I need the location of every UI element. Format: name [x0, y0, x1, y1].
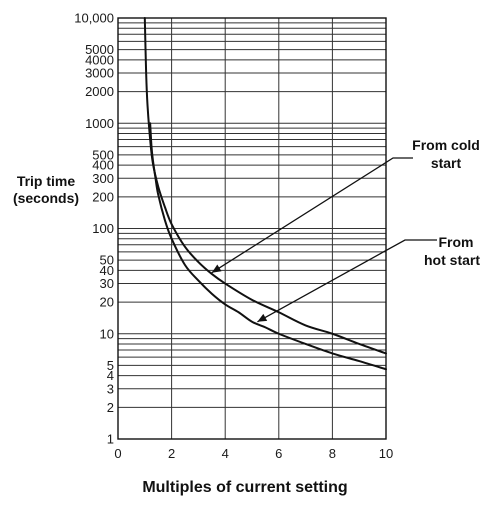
y-tick-label: 1 — [107, 432, 114, 447]
y-tick-label: 500 — [92, 147, 114, 162]
grid — [118, 18, 386, 439]
y-tick-label: 200 — [92, 189, 114, 204]
annotation-cold-line1: From cold — [412, 137, 480, 153]
annotation-arrow-line — [211, 157, 413, 274]
y-tick-label: 10,000 — [74, 11, 114, 26]
annotation-arrow-line — [257, 239, 437, 323]
annotation-hot-line1: From — [439, 234, 474, 250]
annotation-arrows — [211, 157, 437, 323]
y-tick-label: 2000 — [85, 84, 114, 99]
y-tick-label: 30 — [100, 276, 114, 291]
x-tick-label: 10 — [379, 446, 393, 461]
annotation-arrow-head — [257, 313, 268, 322]
y-tick-label: 5000 — [85, 42, 114, 57]
x-tick-label: 4 — [222, 446, 229, 461]
x-axis-label: Multiples of current setting — [142, 479, 347, 496]
y-tick-label: 20 — [100, 295, 114, 310]
y-tick-label: 300 — [92, 171, 114, 186]
y-tick-label: 5 — [107, 358, 114, 373]
y-axis-label-line1: Trip time — [17, 173, 76, 189]
y-axis-label-line2: (seconds) — [13, 190, 79, 206]
annotation-hot-line2: hot start — [424, 252, 480, 268]
y-tick-label: 4000 — [85, 52, 114, 67]
trip-curves — [143, 17, 387, 371]
x-tick-label: 2 — [168, 446, 175, 461]
x-tick-label: 0 — [114, 446, 121, 461]
series-line-hot-start — [149, 122, 387, 371]
y-tick-label: 4 — [107, 368, 114, 383]
x-tick-labels: 0 2 4 6 8 10 — [114, 446, 393, 461]
y-tick-label: 3 — [107, 381, 114, 396]
annotation-cold-line2: start — [431, 155, 462, 171]
plot-frame — [117, 17, 387, 440]
annotation-arrow-head — [211, 264, 222, 273]
y-tick-label: 100 — [92, 221, 114, 236]
y-tick-label: 10 — [100, 326, 114, 341]
y-tick-label: 400 — [92, 158, 114, 173]
x-tick-label: 6 — [275, 446, 282, 461]
y-tick-label: 3000 — [85, 66, 114, 81]
y-tick-label: 1000 — [85, 116, 114, 131]
y-tick-label: 2 — [107, 400, 114, 415]
y-tick-label: 40 — [100, 263, 114, 278]
x-tick-label: 8 — [329, 446, 336, 461]
y-tick-label: 50 — [100, 253, 114, 268]
